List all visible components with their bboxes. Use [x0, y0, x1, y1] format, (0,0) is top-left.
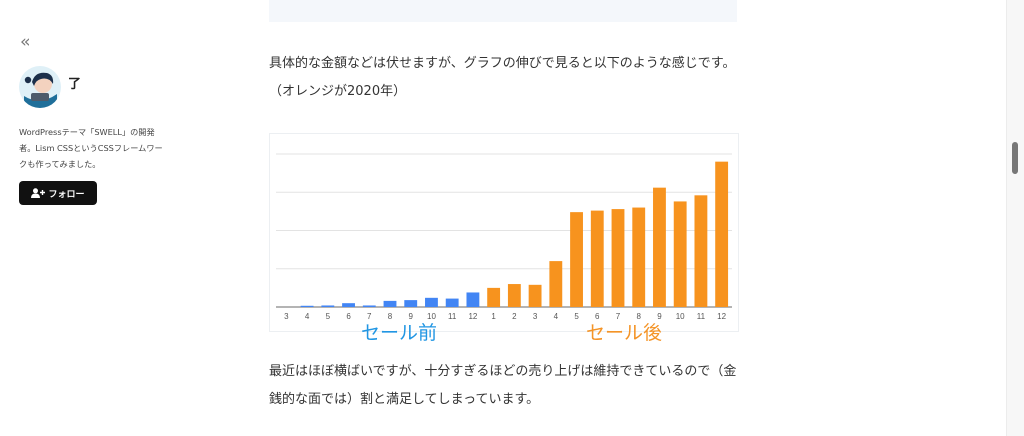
- x-tick-label: 8: [388, 312, 393, 321]
- bar-before-3: [342, 303, 355, 307]
- add-user-icon: [31, 188, 46, 198]
- x-tick-label: 5: [574, 312, 579, 321]
- follow-button[interactable]: フォロー: [19, 181, 97, 205]
- x-tick-label: 4: [554, 312, 559, 321]
- avatar-illustration: [19, 66, 61, 108]
- x-tick-label: 5: [326, 312, 331, 321]
- bar-before-8: [445, 298, 459, 307]
- bar-after-12: [528, 284, 542, 307]
- x-tick-label: 4: [305, 312, 310, 321]
- bar-after-20: [694, 195, 708, 307]
- avatar: [19, 66, 61, 108]
- bar-before-5: [383, 300, 397, 307]
- bar-after-13: [549, 261, 563, 307]
- bar-before-6: [404, 300, 418, 307]
- bar-after-19: [673, 201, 687, 307]
- previous-content-box: [269, 0, 737, 22]
- x-tick-label: 8: [637, 312, 642, 321]
- bar-before-9: [466, 292, 480, 307]
- x-tick-label: 12: [468, 312, 477, 321]
- x-tick-label: 7: [367, 312, 372, 321]
- bar-after-17: [632, 207, 646, 307]
- bar-after-16: [611, 209, 625, 307]
- x-tick-label: 11: [448, 312, 457, 321]
- vertical-scrollbar[interactable]: [1006, 0, 1024, 436]
- author-name: 了: [68, 77, 82, 92]
- x-tick-label: 7: [616, 312, 621, 321]
- sales-growth-chart: 3 4 5 6 7 8 9 10 11 12 1 2 3 4 5 6 7 8 9 10 11 12: [269, 133, 739, 332]
- bar-after-10: [487, 287, 501, 307]
- bar-after-14: [570, 212, 583, 307]
- x-tick-label: 3: [284, 312, 289, 321]
- x-tick-label: 9: [409, 312, 414, 321]
- bar-after-18: [653, 187, 666, 307]
- paragraph-summary: 最近はほぼ横ばいですが、十分すぎるほどの売り上げは維持できているので（金銭的な面…: [269, 364, 737, 407]
- bar-after-11: [507, 284, 521, 307]
- x-tick-label: 6: [595, 312, 600, 321]
- bar-before-4: [362, 305, 376, 307]
- bar-after-15: [590, 210, 604, 307]
- scrollbar-thumb[interactable]: [1012, 142, 1018, 174]
- bar-after-21: [715, 161, 729, 307]
- x-tick-label: 3: [533, 312, 538, 321]
- author-bio: WordPressテーマ「SWELL」の開発者。Lism CSSというCSSフレ…: [19, 127, 163, 169]
- x-tick-label: 6: [346, 312, 351, 321]
- paragraph-intro: 具体的な金額などは伏せますが、グラフの伸びで見ると以下のような感じです。（オレン…: [269, 56, 736, 99]
- caption-after-sale: セール後: [586, 322, 663, 344]
- x-tick-label: 9: [657, 312, 662, 321]
- follow-label: フォロー: [48, 189, 85, 200]
- bar-before-7: [425, 297, 438, 307]
- x-tick-label: 12: [717, 312, 726, 321]
- x-tick-label: 11: [697, 312, 706, 321]
- x-tick-label: 10: [676, 312, 685, 321]
- x-tick-label: 10: [427, 312, 436, 321]
- x-tick-label: 2: [512, 312, 517, 321]
- double-chevron-left-icon[interactable]: ‹‹: [20, 32, 30, 52]
- chart-svg: 3 4 5 6 7 8 9 10 11 12 1 2 3 4 5 6 7 8 9 10 11 12: [276, 153, 732, 321]
- caption-before-sale: セール前: [361, 322, 438, 344]
- x-tick-label: 1: [491, 312, 496, 321]
- bar-before-2: [321, 305, 335, 307]
- bar-before-1: [300, 305, 314, 307]
